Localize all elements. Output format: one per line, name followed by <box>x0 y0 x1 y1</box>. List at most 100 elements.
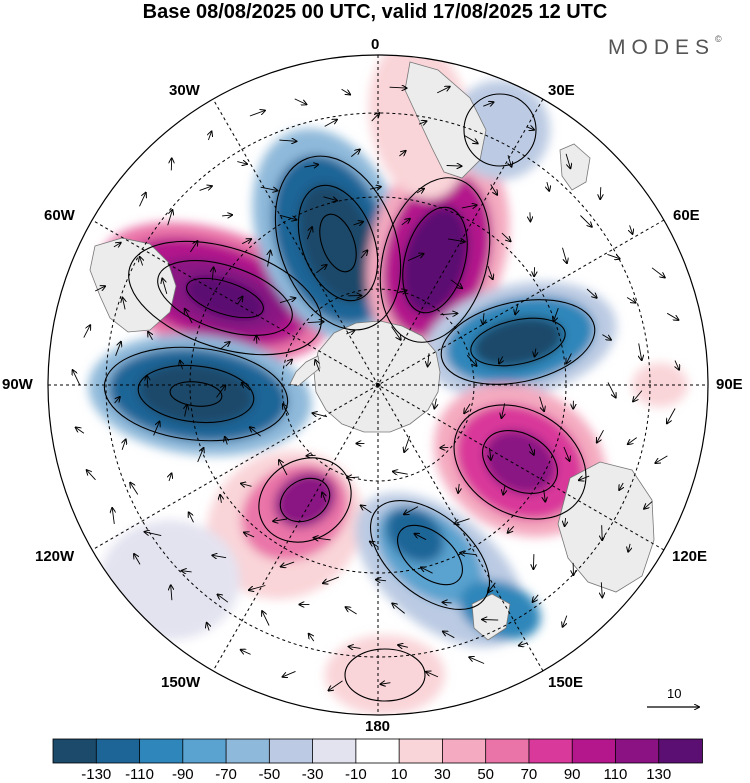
streamline <box>279 477 331 523</box>
wind-vector <box>279 214 297 219</box>
wind-vector <box>349 647 361 649</box>
lon-label-180: 180 <box>365 718 391 735</box>
colorbar-tick-label: 70 <box>520 766 538 783</box>
wind-vector <box>535 348 536 357</box>
wind-vector <box>389 87 407 88</box>
wind-vector <box>268 251 271 267</box>
colorbar-swatch <box>658 738 703 764</box>
wind-vector <box>313 413 328 417</box>
streamline <box>128 240 322 356</box>
anomaly-negative-90w <box>138 363 254 425</box>
wind-vector <box>562 247 567 263</box>
lon-label-90w: 90W <box>2 376 33 393</box>
wind-vector <box>628 543 630 552</box>
colorbar-tick-label: -90 <box>171 766 194 783</box>
wind-vector <box>260 187 278 190</box>
colorbar-swatch <box>528 738 574 764</box>
streamline <box>482 430 558 494</box>
wind-vector <box>167 210 173 226</box>
wind-vector <box>341 88 351 94</box>
lon-label-120e: 120E <box>672 548 708 565</box>
lon-label-150e: 150E <box>548 674 584 691</box>
colorbar-tick-label: 30 <box>434 766 451 783</box>
streamline <box>157 260 293 336</box>
wind-vector <box>199 186 212 191</box>
wind-vector <box>371 113 380 122</box>
wind-vector <box>502 403 505 418</box>
wind-vector <box>279 140 296 141</box>
wind-vector <box>447 239 465 242</box>
wind-vector <box>602 525 603 540</box>
wind-vector <box>145 532 162 537</box>
colorbar-swatch <box>95 738 141 764</box>
wind-vector <box>519 643 528 646</box>
wind-vector <box>237 297 243 305</box>
wind-vector <box>446 166 462 167</box>
wind-vector <box>114 397 120 404</box>
map-disc <box>48 55 708 715</box>
wind-vector <box>416 189 424 193</box>
wind-vector <box>458 483 459 493</box>
new-zealand <box>471 593 511 641</box>
wind-vector <box>222 215 232 216</box>
madagascar <box>559 143 591 191</box>
wind-vector <box>461 205 477 208</box>
wind-vector <box>134 554 141 565</box>
colorbar-tick-label: -70 <box>215 766 237 783</box>
wind-vector <box>644 501 653 508</box>
wind-vector <box>501 232 511 241</box>
wind-vector <box>219 342 230 350</box>
streamline <box>379 177 491 343</box>
wind-vector <box>434 398 436 409</box>
anomaly-positive-20e <box>400 205 470 315</box>
wind-vector <box>294 98 307 105</box>
wind-vector <box>139 193 146 207</box>
wind-vector <box>273 519 288 521</box>
wind-vector <box>361 505 372 514</box>
wind-vector <box>499 356 503 363</box>
colorbar-tick-label: 10 <box>390 766 408 783</box>
wind-vector <box>212 555 227 557</box>
wind-vector <box>329 680 343 691</box>
streamline <box>453 404 587 520</box>
wind-vector <box>488 582 496 593</box>
wind-vector <box>600 187 601 199</box>
wind-vector <box>508 525 515 533</box>
wind-vector <box>182 571 192 572</box>
copyright-mark: © <box>715 34 722 44</box>
lon-label-90e: 90E <box>716 376 743 393</box>
wind-vector <box>401 219 410 226</box>
wind-vector <box>565 517 566 526</box>
wind-vector <box>607 253 619 258</box>
wind-vector <box>398 645 409 647</box>
map-title: Base 08/08/2025 00 UTC, valid 17/08/2025… <box>142 1 608 23</box>
wind-vector <box>464 403 471 413</box>
wind-vector <box>528 443 534 455</box>
colorbar-swatch <box>225 738 271 764</box>
wind-vector <box>197 448 204 463</box>
streamline <box>169 381 223 407</box>
wind-vector <box>216 385 226 398</box>
wind-vector <box>113 243 121 247</box>
wind-vector <box>597 429 604 442</box>
wind-vector <box>87 470 96 481</box>
wind-vector <box>579 476 590 480</box>
wind-vector <box>515 303 518 315</box>
colorbar-tick-label: -50 <box>258 766 281 783</box>
wind-vector <box>426 672 439 678</box>
wind-vector <box>241 650 251 655</box>
colorbar-tick-label: 90 <box>563 766 581 783</box>
streamlines <box>73 87 680 702</box>
wind-vector <box>208 132 211 141</box>
wind-vector <box>633 390 643 402</box>
wind-vector <box>225 437 228 445</box>
wind-vector <box>83 325 90 338</box>
colorbar-tick-label: -10 <box>345 766 367 783</box>
wind-vector <box>369 187 381 190</box>
wind-vector <box>281 561 295 567</box>
wind-vector <box>323 197 337 201</box>
wind-vector <box>547 181 549 191</box>
brand-name: MODES <box>608 36 716 59</box>
streamline <box>274 155 402 331</box>
